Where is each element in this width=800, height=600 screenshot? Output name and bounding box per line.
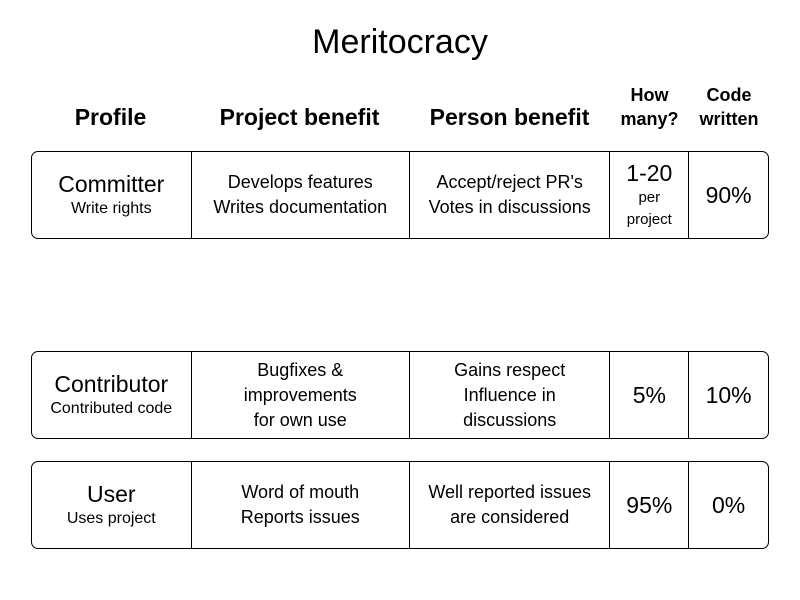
- project-benefit-line: improvements: [243, 384, 357, 405]
- code-written-value: 90%: [705, 182, 752, 208]
- person-benefit-line: are considered: [450, 507, 570, 527]
- profile-cell: Committer Write rights: [32, 152, 191, 238]
- how-many-cell: 5%: [609, 352, 688, 438]
- project-benefit-line: Word of mouth: [241, 482, 360, 502]
- profile-name: User: [87, 481, 136, 507]
- how-many-cell: 95%: [609, 462, 688, 548]
- profile-description: Contributed code: [50, 400, 173, 417]
- header-code-written: Code written: [689, 83, 769, 131]
- person-benefit-line: discussions: [463, 409, 557, 430]
- how-many-value: 5%: [632, 382, 666, 408]
- how-many-unit: per: [638, 189, 661, 206]
- how-many-unit: project: [626, 211, 672, 228]
- profile-description: Uses project: [66, 510, 156, 527]
- how-many-cell: 1-20 per project: [609, 152, 688, 238]
- code-written-value: 0%: [711, 492, 746, 518]
- header-project-benefit: Project benefit: [219, 104, 380, 130]
- row-user: User Uses project Word of mouth Reports …: [31, 461, 769, 549]
- header-how-many: How many?: [610, 83, 689, 131]
- project-benefit-cell: Bugfixes & improvements for own use: [190, 352, 409, 438]
- person-benefit-cell: Well reported issues are considered: [408, 462, 609, 548]
- person-benefit-cell: Accept/reject PR's Votes in discussions: [408, 152, 609, 238]
- header-how-many-line: How: [630, 85, 669, 105]
- code-written-cell: 90%: [688, 152, 768, 238]
- person-benefit-line: Well reported issues: [428, 482, 592, 502]
- header-how-many-line: many?: [620, 109, 679, 129]
- code-written-cell: 10%: [688, 352, 768, 438]
- profile-name: Committer: [58, 171, 165, 197]
- project-benefit-line: Writes documentation: [213, 197, 388, 217]
- row-committer: Committer Write rights Develops features…: [31, 151, 769, 239]
- person-benefit-line: Influence in: [463, 384, 556, 405]
- person-benefit-line: Votes in discussions: [428, 197, 591, 217]
- project-benefit-line: Develops features: [227, 172, 373, 192]
- person-benefit-cell: Gains respect Influence in discussions: [408, 352, 609, 438]
- how-many-value: 95%: [626, 492, 673, 518]
- project-benefit-cell: Word of mouth Reports issues: [190, 462, 409, 548]
- project-benefit-line: Reports issues: [240, 507, 360, 527]
- code-written-value: 10%: [705, 382, 752, 408]
- project-benefit-line: for own use: [253, 409, 347, 430]
- profile-cell: Contributor Contributed code: [32, 352, 191, 438]
- code-written-cell: 0%: [688, 462, 768, 548]
- person-benefit-line: Gains respect: [454, 359, 566, 380]
- profile-name: Contributor: [54, 371, 169, 397]
- profile-description: Write rights: [70, 200, 152, 217]
- how-many-value: 1-20: [626, 160, 673, 186]
- header-code-written-line: Code: [706, 85, 752, 105]
- header-code-written-line: written: [699, 109, 759, 129]
- header-person-benefit: Person benefit: [429, 104, 590, 130]
- person-benefit-line: Accept/reject PR's: [436, 172, 583, 192]
- project-benefit-cell: Develops features Writes documentation: [190, 152, 409, 238]
- diagram-title: Meritocracy: [312, 23, 488, 61]
- project-benefit-line: Bugfixes &: [257, 359, 344, 380]
- profile-cell: User Uses project: [32, 462, 191, 548]
- header-profile: Profile: [74, 104, 147, 130]
- row-contributor: Contributor Contributed code Bugfixes & …: [31, 351, 769, 439]
